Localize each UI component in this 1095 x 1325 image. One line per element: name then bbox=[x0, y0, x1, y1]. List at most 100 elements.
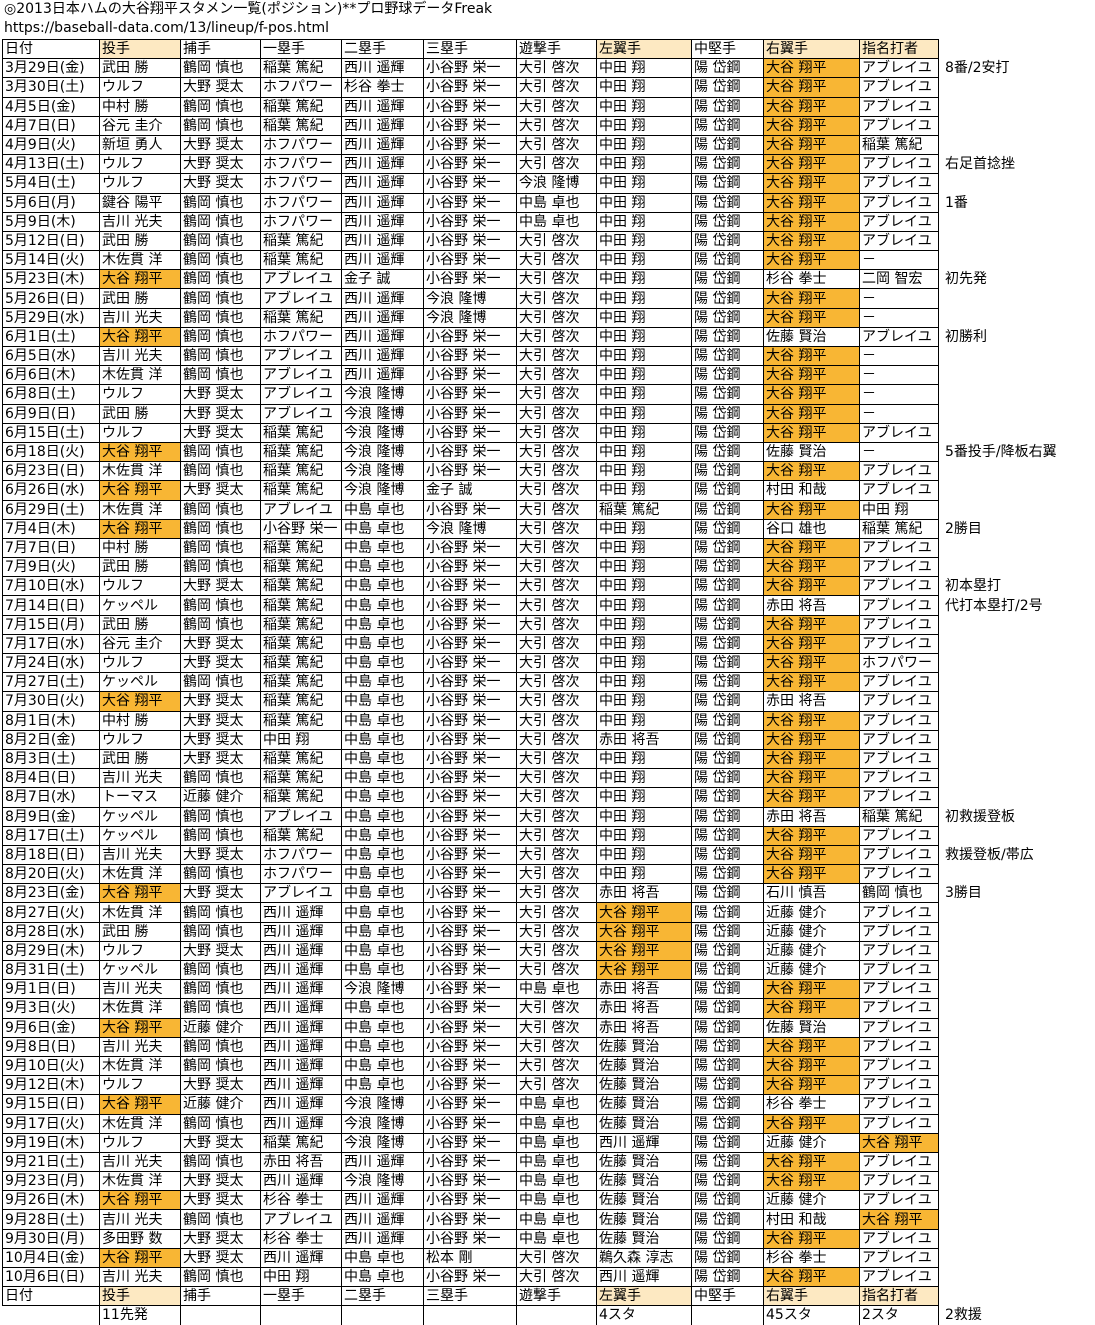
center-field-cell: 陽 岱鋼 bbox=[691, 384, 764, 405]
first-base-cell: 稲葉 篤紀 bbox=[260, 557, 342, 578]
table-row: 10月6日(日) 吉川 光夫 鶴岡 慎也 中田 翔中島 卓也 小谷野 栄一 大引 啓次 西川… bbox=[2, 1266, 1089, 1288]
second-base-cell: 西川 遥輝 bbox=[341, 1151, 424, 1173]
third-base-cell: 小谷野 栄一 bbox=[423, 806, 517, 827]
center-field-cell: 陽 岱鋼 bbox=[691, 729, 764, 750]
first-base-cell: 稲葉 篤紀 bbox=[260, 307, 342, 328]
shortstop-cell: 中島 卓也 bbox=[516, 1151, 597, 1173]
date-cell: 9月30日(月) bbox=[2, 1228, 100, 1249]
header-left-field: 左翼手 bbox=[596, 38, 692, 60]
right-field-cell: 大谷 翔平 bbox=[763, 58, 860, 79]
summary-cell bbox=[3, 1306, 100, 1325]
catcher-cell: 鶴岡 慎也 bbox=[180, 288, 261, 309]
pitcher-cell: 大谷 翔平 bbox=[99, 1094, 181, 1115]
summary-cell: 2スタ bbox=[859, 1305, 939, 1325]
table-row: 7月30日(火) 大谷 翔平 大野 奨太 稲葉 篤紀 中島 卓也 小谷野 栄一 大引 啓次中… bbox=[2, 691, 1089, 712]
center-field-cell: 陽 岱鋼 bbox=[691, 1094, 764, 1115]
date-cell: 6月18日(火) bbox=[2, 441, 100, 463]
summary-cell bbox=[341, 1305, 424, 1325]
center-field-cell: 陽 岱鋼 bbox=[691, 115, 764, 136]
designated-hitter-cell: アブレイユ bbox=[859, 864, 939, 885]
note-cell bbox=[939, 769, 1089, 788]
center-field-cell: 陽 岱鋼 bbox=[691, 480, 764, 501]
designated-hitter-cell: アブレイユ bbox=[859, 940, 939, 962]
catcher-cell: 鶴岡 慎也 bbox=[180, 307, 261, 328]
pitcher-cell: 武田 勝 bbox=[99, 288, 181, 309]
catcher-cell: 大野 奨太 bbox=[180, 1132, 261, 1153]
footer-header-row: 日付 投手 捕手 一塁手 二塁手 三塁手 遊撃手 左翼手 中堅手 右翼手 指名打者 bbox=[2, 1286, 1089, 1307]
third-base-cell: 小谷野 栄一 bbox=[423, 710, 517, 731]
left-field-cell: 中田 翔 bbox=[596, 307, 692, 328]
right-field-cell: 石川 慎吾 bbox=[763, 883, 860, 904]
table-row: 7月27日(土) ケッペル 鶴岡 慎也 稲葉 篤紀 中島 卓也 小谷野 栄一 大引 啓次 中田… bbox=[2, 672, 1089, 693]
first-base-cell: 稲葉 篤紀 bbox=[260, 787, 342, 808]
second-base-cell: 西川 遥輝 bbox=[341, 230, 424, 252]
catcher-cell: 鶴岡 慎也 bbox=[180, 902, 261, 923]
header-shortstop: 遊撃手 bbox=[516, 1286, 597, 1307]
shortstop-cell: 大引 啓次 bbox=[516, 729, 597, 750]
table-row: 9月15日(日) 大谷 翔平 近藤 健介 西川 遥輝 今浪 隆博 小谷野 栄一 中島 卓也佐… bbox=[2, 1094, 1089, 1115]
catcher-cell: 大野 奨太 bbox=[180, 576, 261, 597]
shortstop-cell: 大引 啓次 bbox=[516, 902, 597, 923]
third-base-cell: 小谷野 栄一 bbox=[423, 499, 517, 520]
first-base-cell: アブレイユ bbox=[260, 403, 342, 424]
table-row: 4月5日(金) 中村 勝鶴岡 慎也 稲葉 篤紀 西川 遥輝 小谷野 栄一 大引 啓次 中田 … bbox=[2, 96, 1089, 117]
shortstop-cell: 大引 啓次 bbox=[516, 269, 597, 290]
first-base-cell: 中田 翔 bbox=[260, 1266, 342, 1288]
second-base-cell: 今浪 隆博 bbox=[341, 1094, 424, 1115]
date-cell: 5月9日(木) bbox=[2, 211, 100, 232]
second-base-cell: 今浪 隆博 bbox=[341, 403, 424, 424]
note-cell bbox=[939, 97, 1089, 116]
table-row: 6月8日(土) ウルフ 大野 奨太 アブレイユ 今浪 隆博 小谷野 栄一 大引 啓次 中田 翔… bbox=[2, 384, 1089, 405]
note-cell bbox=[939, 1095, 1089, 1114]
center-field-cell: 陽 岱鋼 bbox=[691, 921, 764, 942]
second-base-cell: 中島 卓也 bbox=[341, 1036, 424, 1057]
center-field-cell: 陽 岱鋼 bbox=[691, 652, 764, 674]
date-cell: 6月8日(土) bbox=[2, 384, 100, 405]
right-field-cell: 近藤 健介 bbox=[763, 902, 860, 923]
left-field-cell: 中田 翔 bbox=[596, 825, 692, 846]
pitcher-cell: ケッペル bbox=[99, 959, 181, 981]
note-cell bbox=[939, 749, 1089, 768]
first-base-cell: ホフパワー bbox=[260, 844, 342, 866]
pitcher-cell: 吉川 光夫 bbox=[99, 1209, 181, 1230]
left-field-cell: 中田 翔 bbox=[596, 633, 692, 655]
center-field-cell: 陽 岱鋼 bbox=[691, 422, 764, 443]
left-field-cell: 西川 遥輝 bbox=[596, 1132, 692, 1153]
center-field-cell: 陽 岱鋼 bbox=[691, 940, 764, 962]
first-base-cell: ホフパワー bbox=[260, 173, 342, 194]
header-left-field: 左翼手 bbox=[596, 1286, 692, 1307]
table-row: 8月9日(金) ケッペル 鶴岡 慎也 アブレイユ 中島 卓也 小谷野 栄一 大引 啓次 中田 … bbox=[2, 806, 1089, 827]
catcher-cell: 鶴岡 慎也 bbox=[180, 825, 261, 846]
shortstop-cell: 大引 啓次 bbox=[516, 115, 597, 136]
summary-cell bbox=[423, 1305, 517, 1325]
first-base-cell: 西川 遥輝 bbox=[260, 979, 342, 1000]
date-cell: 7月30日(火) bbox=[2, 691, 100, 712]
second-base-cell: 中島 卓也 bbox=[341, 1247, 424, 1269]
catcher-cell: 鶴岡 慎也 bbox=[180, 768, 261, 789]
center-field-cell: 陽 岱鋼 bbox=[691, 537, 764, 559]
pitcher-cell: ウルフ bbox=[99, 384, 181, 405]
pitcher-cell: ケッペル bbox=[99, 825, 181, 846]
pitcher-cell: 新垣 勇人 bbox=[99, 134, 181, 156]
shortstop-cell: 大引 啓次 bbox=[516, 518, 597, 539]
pitcher-cell: ウルフ bbox=[99, 940, 181, 962]
left-field-cell: 中田 翔 bbox=[596, 557, 692, 578]
right-field-cell: 大谷 翔平 bbox=[763, 154, 860, 175]
note-cell bbox=[939, 289, 1089, 308]
catcher-cell: 大野 奨太 bbox=[180, 729, 261, 750]
right-field-cell: 大谷 翔平 bbox=[763, 77, 860, 98]
right-field-cell: 大谷 翔平 bbox=[763, 844, 860, 866]
date-cell: 3月29日(金) bbox=[2, 58, 100, 79]
first-base-cell: ホフパワー bbox=[260, 326, 342, 348]
note-cell: 1番 bbox=[945, 194, 968, 211]
right-field-cell: 杉谷 拳士 bbox=[763, 1247, 860, 1269]
note-cell bbox=[939, 308, 1089, 327]
center-field-cell: 陽 岱鋼 bbox=[691, 576, 764, 597]
date-cell: 6月1日(土) bbox=[2, 326, 100, 348]
source-url: https://baseball-data.com/13/lineup/f-po… bbox=[4, 20, 330, 36]
left-field-cell: 鵜久森 淳志 bbox=[596, 1247, 692, 1269]
note-cell bbox=[938, 39, 1089, 59]
first-base-cell: 稲葉 篤紀 bbox=[260, 748, 342, 770]
third-base-cell: 小谷野 栄一 bbox=[423, 998, 517, 1019]
date-cell: 8月27日(火) bbox=[2, 902, 100, 923]
